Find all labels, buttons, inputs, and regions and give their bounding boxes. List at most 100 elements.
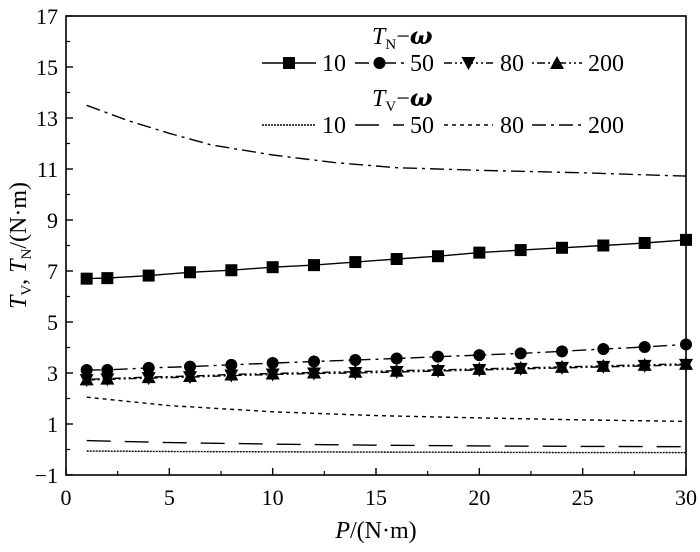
data-point-tn-200 xyxy=(431,362,445,376)
legend-group-title: TN−ω xyxy=(372,21,433,53)
legend: TN−ω 10 50 80 200 TV−ω 10 50 80 200 xyxy=(262,21,624,139)
data-point-tn-10 xyxy=(597,239,610,252)
y-axis-var-2: T xyxy=(6,258,32,273)
legend-item-tn-80: 80 xyxy=(444,51,524,77)
legend-item-tv-50: 50 xyxy=(355,113,434,139)
x-tick-label: 25 xyxy=(572,485,594,510)
data-point-tn-200 xyxy=(472,361,487,375)
series-tn-80 xyxy=(79,358,693,388)
series-line-tv-200 xyxy=(86,104,687,177)
x-tick-label: 0 xyxy=(61,485,72,510)
data-point-tn-200 xyxy=(389,363,404,377)
data-point-tn-50 xyxy=(225,358,238,371)
data-point-tn-10 xyxy=(184,266,196,279)
y-axis-sub-2: N xyxy=(19,248,35,259)
series-line-tn-10 xyxy=(86,239,687,280)
data-point-tn-50 xyxy=(556,345,568,358)
data-point-tn-200 xyxy=(100,371,115,385)
series-line-tn-200 xyxy=(86,363,687,381)
legend-label: 50 xyxy=(410,51,434,77)
data-point-tn-10 xyxy=(142,269,155,282)
data-point-tn-10 xyxy=(349,256,362,269)
x-axis-var: P xyxy=(334,518,350,544)
series-line-tv-80 xyxy=(86,396,687,423)
legend-marker xyxy=(550,56,564,69)
series-line-tn-80 xyxy=(86,364,687,381)
data-point-tn-10 xyxy=(473,246,486,259)
legend-background xyxy=(250,20,684,144)
series-tv-200 xyxy=(86,104,687,177)
series-line-tv-50 xyxy=(86,439,687,448)
data-point-tn-50 xyxy=(473,349,486,362)
data-point-tn-200 xyxy=(596,358,611,372)
data-point-tn-200 xyxy=(307,365,321,379)
y-tick-label: 1 xyxy=(47,412,58,437)
data-point-tn-10 xyxy=(80,272,93,285)
y-tick-label: 15 xyxy=(36,55,58,80)
y-tick-label: 7 xyxy=(47,259,58,284)
data-point-tn-200 xyxy=(183,369,197,383)
series-tv-50 xyxy=(86,439,687,448)
data-point-tn-10 xyxy=(101,272,114,285)
data-point-tn-200 xyxy=(141,370,156,384)
series-tn-50 xyxy=(80,338,692,376)
data-point-tn-50 xyxy=(308,355,320,368)
data-point-tn-200 xyxy=(265,366,280,380)
data-point-tn-10 xyxy=(514,244,527,257)
data-point-tn-50 xyxy=(184,360,196,373)
legend-group-title: TV−ω xyxy=(372,83,433,115)
legend-label: 80 xyxy=(500,51,524,77)
x-tick-label: 20 xyxy=(468,485,490,510)
y-tick-label: 17 xyxy=(36,4,58,29)
data-point-tn-200 xyxy=(555,359,569,373)
series-tn-10 xyxy=(80,233,692,285)
data-point-tn-50 xyxy=(432,350,444,363)
data-point-tn-50 xyxy=(514,347,527,360)
legend-marker xyxy=(283,57,295,69)
legend-item-tv-80: 80 xyxy=(444,113,524,139)
legend-label: 200 xyxy=(588,113,624,139)
data-point-tn-200 xyxy=(637,357,652,371)
y-tick-label: 13 xyxy=(36,106,58,131)
series-tv-80 xyxy=(86,396,687,423)
y-axis-sub-1: V xyxy=(19,285,35,296)
y-axis-sep: , xyxy=(6,273,32,285)
x-axis-unit: /(N·m) xyxy=(350,518,417,544)
data-point-tn-200 xyxy=(224,367,239,381)
legend-label: 10 xyxy=(322,51,346,77)
data-point-tn-50 xyxy=(349,353,362,366)
series-line-tv-10 xyxy=(86,450,686,454)
legend-marker xyxy=(461,57,476,70)
data-point-tn-50 xyxy=(266,357,279,370)
y-axis-var-1: T xyxy=(6,294,32,309)
data-point-tn-10 xyxy=(266,261,279,274)
x-tick-label: 15 xyxy=(365,485,387,510)
y-tick-label: 9 xyxy=(47,208,58,233)
data-point-tn-50 xyxy=(80,363,93,376)
plot-marks xyxy=(79,104,693,454)
x-tick-label: 5 xyxy=(164,485,175,510)
x-axis-label: P/(N·m) xyxy=(334,518,416,544)
y-axis-label: TV, TN/(N·m) xyxy=(6,182,35,309)
y-tick-label: 5 xyxy=(47,310,58,335)
data-point-tn-200 xyxy=(348,364,363,378)
x-tick-label: 30 xyxy=(675,485,697,510)
legend-label: 50 xyxy=(410,113,434,139)
x-tick-label: 10 xyxy=(262,485,284,510)
legend-label: 10 xyxy=(322,113,346,139)
legend-group-tn: TN−ω 10 50 80 200 xyxy=(262,21,624,77)
legend-label: 80 xyxy=(500,113,524,139)
data-point-tn-10 xyxy=(225,264,238,277)
y-tick-label: 3 xyxy=(47,361,58,386)
y-tick-label: −1 xyxy=(35,463,58,488)
data-point-tn-10 xyxy=(556,241,568,254)
legend-marker xyxy=(373,57,386,69)
legend-item-tn-10: 10 xyxy=(262,51,346,77)
data-point-tn-10 xyxy=(638,236,651,249)
legend-group-tv: TV−ω 10 50 80 200 xyxy=(262,83,624,139)
y-axis-unit: /(N·m) xyxy=(6,182,32,249)
data-point-tn-50 xyxy=(390,352,403,365)
legend-item-tn-200: 200 xyxy=(532,51,624,77)
legend-label: 200 xyxy=(588,51,624,77)
